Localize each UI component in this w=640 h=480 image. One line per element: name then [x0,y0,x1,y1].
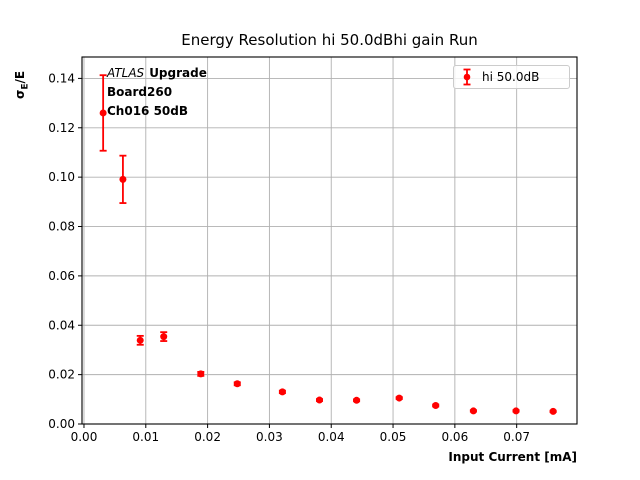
x-tick-label: 0.06 [441,430,468,444]
x-tick-label: 0.03 [256,430,283,444]
y-axis-label-subscript: E [20,83,31,90]
x-tick-label: 0.01 [132,430,159,444]
chart-title: Energy Resolution hi 50.0dBhi gain Run [181,31,478,49]
x-tick-label: 0.07 [503,430,530,444]
y-tick-label: 0.06 [48,269,75,283]
data-point [278,388,286,396]
data-point [119,175,127,183]
annotation-channel: Ch016 50dB [107,104,189,118]
y-tick-label: 0.08 [48,220,75,234]
y-axis-label-sigma: σ [13,89,27,99]
annotation-experiment: ATLAS [107,66,145,80]
data-point [233,380,241,388]
data-point [197,370,205,378]
data-point [549,407,557,415]
x-tick-label: 0.05 [380,430,407,444]
data-point [160,333,168,341]
plot-border [81,56,578,425]
legend-errorbar-marker-icon [463,68,471,86]
data-point [315,396,323,404]
annotation-line-1: ATLAS Upgrade [107,64,207,83]
data-point [395,394,403,402]
y-tick-label: 0.04 [48,318,75,332]
y-tick-label: 0.12 [48,121,75,135]
legend-label: hi 50.0dB [482,70,540,84]
x-tick-label: 0.04 [318,430,345,444]
x-tick-label: 0.02 [194,430,221,444]
y-axis-label: σE/E [13,71,30,99]
y-axis-label-rest: /E [13,70,27,84]
data-point [469,407,477,415]
data-point [136,336,144,344]
x-axis-label: Input Current [mA] [448,450,577,464]
annotation-board: Board260 [107,85,173,99]
annotation-upgrade: Upgrade [149,66,207,80]
x-tick-label: 0.00 [71,430,98,444]
data-point [512,407,520,415]
annotation: ATLAS Upgrade Board260 Ch016 50dB [107,64,207,121]
data-point [432,401,440,409]
y-tick-label: 0.14 [48,71,75,85]
data-point [99,109,107,117]
legend: hi 50.0dB [453,65,570,89]
data-point [353,396,361,404]
y-tick-label: 0.00 [48,417,75,431]
y-tick-label: 0.02 [48,368,75,382]
y-tick-label: 0.10 [48,170,75,184]
